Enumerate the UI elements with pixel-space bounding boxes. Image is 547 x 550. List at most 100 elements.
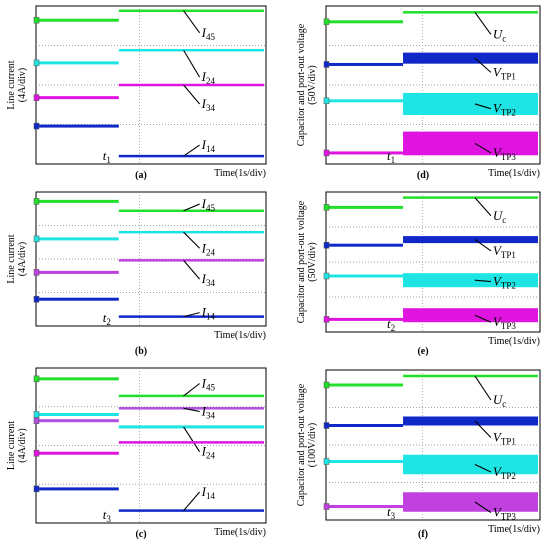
trace-before xyxy=(328,424,404,427)
panel-caption: (b) xyxy=(135,346,147,357)
channel-marker xyxy=(33,198,40,205)
trace-before xyxy=(38,451,119,455)
x-axis-label: Time(1s/div) xyxy=(488,168,540,179)
y-axis-label: (50V/div) xyxy=(307,65,318,104)
label-arrow xyxy=(183,312,200,318)
scope-panel-b: I45 I24 I34 I14 t2 Time(1s/div) Line current (4… xyxy=(6,191,267,357)
trace-label: I24 xyxy=(201,240,216,257)
y-axis-label: Capacitor and port-out voltage xyxy=(296,383,307,506)
trace-after xyxy=(118,441,264,444)
event-label: t2 xyxy=(387,316,395,333)
channel-marker xyxy=(323,381,330,389)
x-axis-label: Time(1s/div) xyxy=(488,336,540,347)
trace-before xyxy=(328,383,404,387)
trace-after xyxy=(118,259,264,262)
trace-label: Uc xyxy=(493,208,506,225)
panel-caption: (a) xyxy=(135,170,147,181)
x-axis-label: Time(1s/div) xyxy=(214,527,266,538)
channel-marker xyxy=(33,485,40,493)
trace-label: VTP1 xyxy=(493,64,516,81)
trace-before xyxy=(38,419,119,423)
channel-marker xyxy=(33,122,40,130)
label-arrow xyxy=(183,383,200,397)
scope-panel-d: Uc VTP1 VTP2 VTP3 t1 Time(1s/div) Capacitor an… xyxy=(296,5,541,181)
channel-marker xyxy=(323,316,330,323)
trace-before xyxy=(38,124,119,128)
x-axis-label: Time(1s/div) xyxy=(214,168,266,179)
trace-after xyxy=(403,374,538,378)
trace-label: I14 xyxy=(201,305,216,322)
label-arrow xyxy=(474,501,492,513)
label-arrow xyxy=(474,103,492,110)
y-axis-label: (4A/div) xyxy=(17,428,28,462)
trace-before xyxy=(38,270,119,274)
label-arrow xyxy=(474,142,492,154)
channel-marker xyxy=(33,450,40,457)
trace-after xyxy=(118,9,264,12)
trace-before xyxy=(328,20,404,24)
trace-before xyxy=(38,297,119,301)
x-axis-label: Time(1s/div) xyxy=(488,524,540,535)
trace-label: VTP3 xyxy=(493,145,516,162)
channel-marker xyxy=(33,417,40,424)
channel-marker xyxy=(33,94,40,101)
trace-label: I45 xyxy=(201,376,216,393)
trace-before xyxy=(38,18,119,22)
channel-marker xyxy=(323,149,330,157)
event-label: t3 xyxy=(103,507,112,524)
trace-before xyxy=(328,205,404,209)
y-axis-label: Line current xyxy=(6,234,17,283)
trace-before xyxy=(38,61,119,65)
trace-before xyxy=(38,237,119,241)
channel-marker xyxy=(33,59,40,67)
panel-caption: (f) xyxy=(418,529,428,540)
label-arrow xyxy=(474,464,492,473)
label-arrow xyxy=(183,144,200,157)
trace-before xyxy=(38,96,119,100)
trace-label: I14 xyxy=(201,484,216,501)
trace-label: I45 xyxy=(201,25,216,42)
trace-label: I24 xyxy=(201,444,216,461)
y-axis-label: (4A/div) xyxy=(17,68,28,102)
scope-panel-c: I45 I34 I24 I14 t3 Time(1s/div) Line current (4… xyxy=(6,367,267,540)
trace-label: VTP1 xyxy=(493,243,516,260)
event-label: t1 xyxy=(103,148,111,165)
label-arrow xyxy=(183,231,200,249)
trace-label: VTP1 xyxy=(493,430,516,447)
scope-frame xyxy=(35,367,267,524)
channel-marker xyxy=(33,269,40,276)
channel-marker xyxy=(323,458,330,465)
trace-label: I34 xyxy=(201,271,216,288)
channel-marker xyxy=(323,503,330,510)
channel-marker xyxy=(323,241,330,249)
label-arrow xyxy=(183,203,200,212)
label-arrow xyxy=(474,375,492,401)
trace-before xyxy=(328,505,404,508)
trace-label: VTP2 xyxy=(493,464,516,481)
y-axis-label: (4A/div) xyxy=(17,242,28,276)
panel-caption: (c) xyxy=(135,529,146,540)
trace-after xyxy=(403,196,538,199)
trace-after xyxy=(403,52,538,64)
trace-before xyxy=(38,413,119,416)
y-axis-label: (100V/div) xyxy=(307,423,318,467)
label-arrow xyxy=(474,279,491,283)
trace-label: VTP3 xyxy=(493,505,516,522)
channel-marker xyxy=(323,97,330,105)
trace-label: VTP2 xyxy=(493,274,516,291)
trace-before xyxy=(328,274,404,278)
trace-label: I34 xyxy=(201,403,216,420)
x-axis-label: Time(1s/div) xyxy=(214,330,266,341)
label-arrow xyxy=(183,84,201,105)
y-axis-label: Line current xyxy=(6,421,17,470)
trace-before xyxy=(38,377,119,381)
trace-after xyxy=(118,407,264,410)
panel-caption: (d) xyxy=(417,170,429,181)
trace-after xyxy=(118,394,264,398)
trace-before xyxy=(328,151,404,155)
channel-marker xyxy=(33,375,40,383)
trace-before xyxy=(38,487,119,491)
label-arrow xyxy=(474,11,492,35)
